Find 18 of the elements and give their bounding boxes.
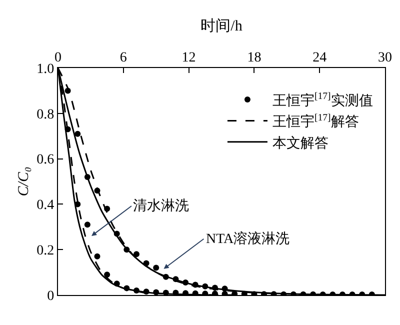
- annotation: 清水淋洗: [133, 198, 189, 214]
- x-axis-title: 时间/h: [200, 18, 243, 35]
- x-tick-label: 24: [312, 50, 327, 66]
- legend-label: 王恒宇$^{[17]}$实测值: [272, 91, 373, 109]
- x-tick-label: 12: [182, 50, 196, 66]
- y-tick-label: 1.0: [36, 62, 54, 77]
- y-tick-label: 0.2: [36, 244, 54, 258]
- x-tick-label: 18: [247, 50, 262, 66]
- legend-label: 本文解答: [272, 135, 328, 152]
- x-tick-label: 30: [378, 50, 392, 66]
- y-axis-title: C/C₀: [16, 166, 32, 196]
- y-tick-label: 0: [47, 288, 54, 304]
- legend-label: 王恒宇$^{[17]}$解答: [272, 112, 359, 130]
- y-tick-label: 0.6: [36, 152, 54, 168]
- y-tick-label: 0.8: [36, 107, 54, 122]
- y-tick-label: 0.4: [36, 198, 54, 214]
- x-tick-label: 6: [120, 50, 127, 66]
- annotation: NTA溶液淋洗: [206, 231, 290, 247]
